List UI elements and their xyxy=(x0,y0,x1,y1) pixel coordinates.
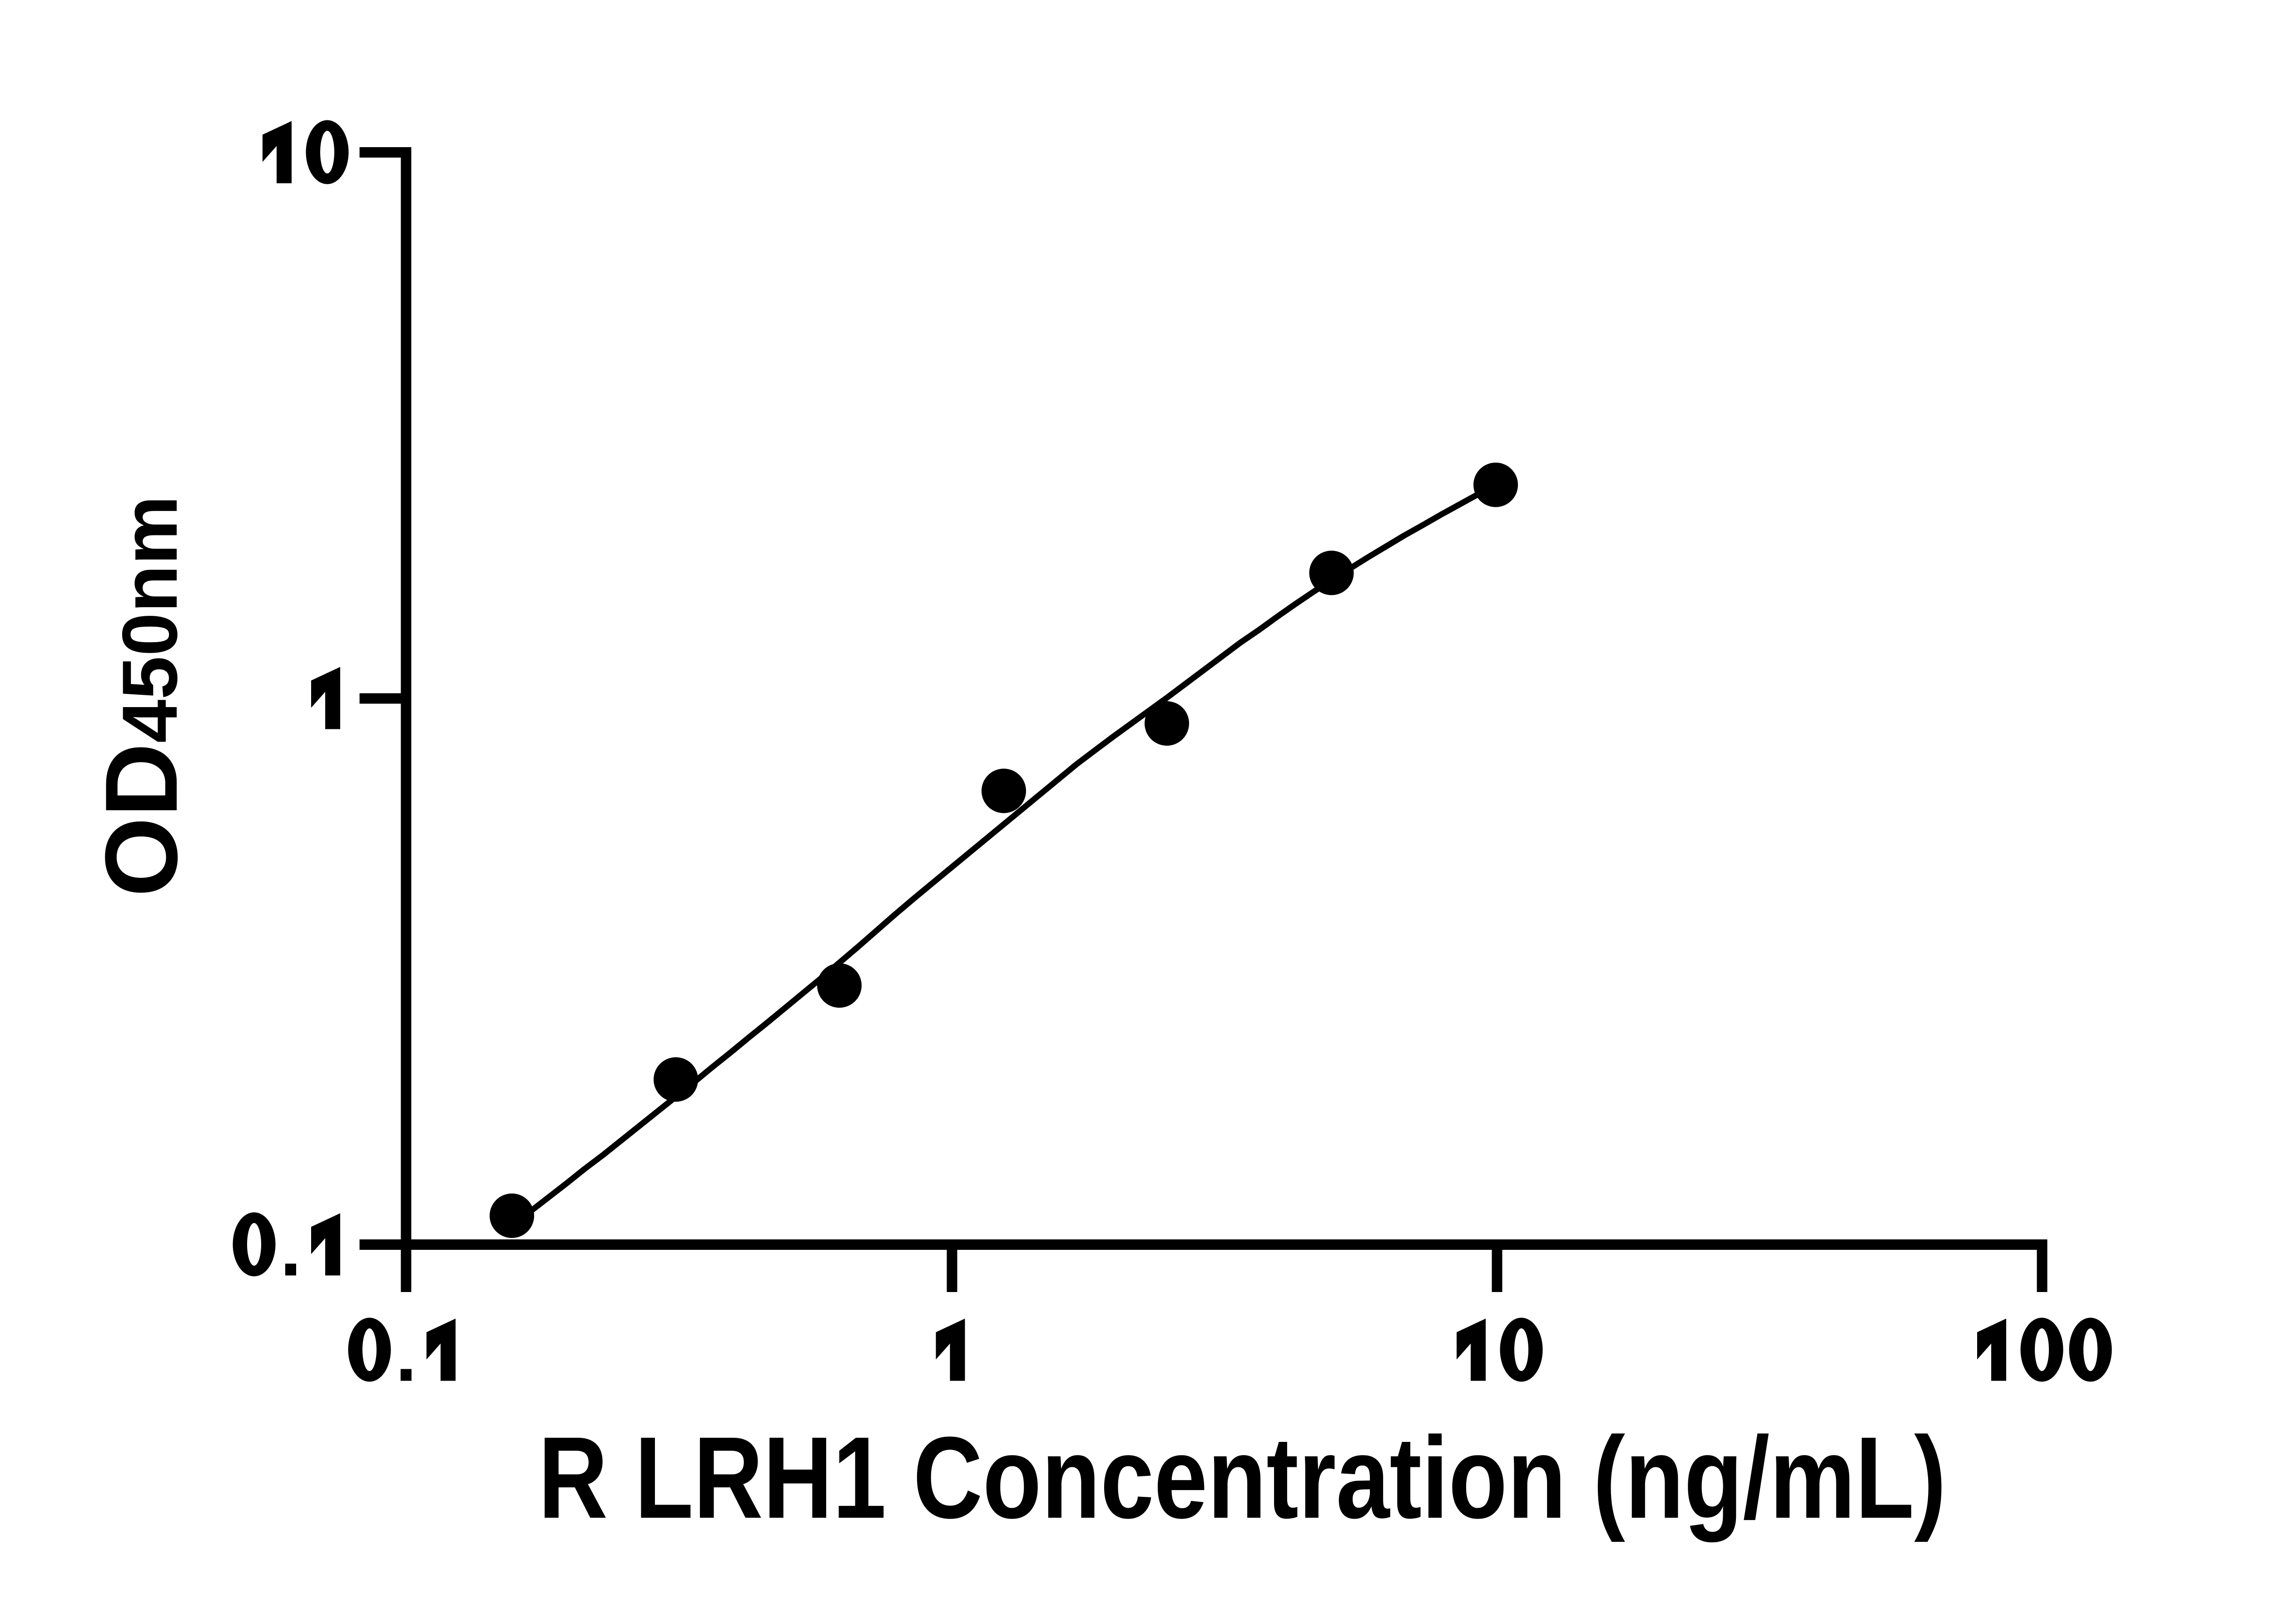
svg-text:R LRH1 Concentration (ng/mL): R LRH1 Concentration (ng/mL) xyxy=(538,1413,1946,1543)
svg-text:OD450nm: OD450nm xyxy=(84,495,198,897)
